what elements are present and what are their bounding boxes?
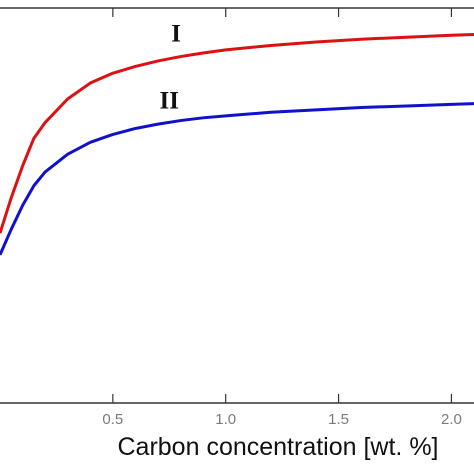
x-tick-label: 0.5: [102, 411, 123, 428]
x-tick-label: 1.5: [328, 411, 349, 428]
x-tick-label: 2.0: [441, 411, 462, 428]
x-axis-label: Carbon concentration [wt. %]: [118, 433, 439, 461]
x-tick-label: 1.0: [215, 411, 236, 428]
series-line-1: [0, 32, 474, 234]
curve-label-2: II: [160, 88, 179, 115]
curve-labels: III: [160, 21, 181, 115]
curve-label-1: I: [171, 21, 181, 48]
x-axis-ticks: 0.5 1.0 1.5 2.0: [102, 8, 462, 428]
plot-frame: [0, 7, 474, 404]
series-layer: [0, 32, 474, 256]
series-line-2: [0, 102, 474, 256]
